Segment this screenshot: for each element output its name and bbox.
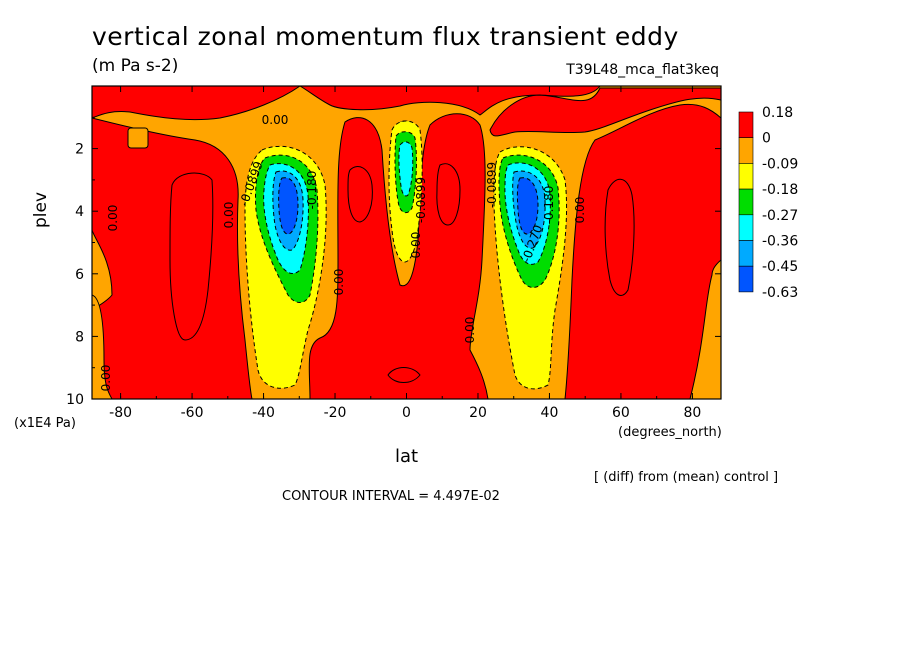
legend-swatch xyxy=(738,111,754,139)
run-label: T39L48_mca_flat3keq xyxy=(566,62,719,78)
field-red-central xyxy=(308,113,489,399)
legend-swatch xyxy=(738,214,754,241)
legend-swatch xyxy=(738,188,754,216)
legend-label: -0.36 xyxy=(762,234,798,250)
x-tick-label: -80 xyxy=(109,405,132,421)
field-core-south xyxy=(278,177,299,235)
chart-units: (m Pa s-2) xyxy=(92,56,179,76)
x-tick-label: -40 xyxy=(252,405,275,421)
color-legend: 0.18 0 -0.09 -0.18 -0.27 -0.36 -0.45 -0.63 xyxy=(738,105,798,301)
x-tick-label: 0 xyxy=(402,405,411,421)
contour-label: 0.00 xyxy=(106,205,120,232)
contour-line-center xyxy=(387,367,421,383)
contour-label: 0.00 xyxy=(409,232,423,259)
field-red-spot xyxy=(127,127,149,149)
x-tick-label: -60 xyxy=(181,405,204,421)
legend-label: 0.18 xyxy=(762,105,793,121)
field-red-northeast xyxy=(564,103,721,399)
contour-label: -0.180 xyxy=(542,186,556,225)
contour-label: -0.0899 xyxy=(485,162,499,208)
y-tick-label: 4 xyxy=(75,204,84,220)
contour-label: 0.00 xyxy=(463,317,477,344)
y-axis-unit: (x1E4 Pa) xyxy=(14,416,76,431)
legend-label: -0.18 xyxy=(762,182,798,198)
x-axis: -80 -60 -40 -20 0 20 40 60 80 xyxy=(109,86,701,421)
legend-swatch xyxy=(738,240,754,267)
y-axis: 2 4 6 8 10 xyxy=(66,116,721,408)
y-tick-label: 10 xyxy=(66,392,84,408)
field-red-east-top xyxy=(299,86,601,116)
legend-swatch xyxy=(738,137,754,164)
x-tick-label: 80 xyxy=(683,405,701,421)
contour-label: 0.00 xyxy=(222,202,236,229)
contour-line-west-mid xyxy=(347,166,373,223)
contour-label: 0.00 xyxy=(332,269,346,296)
contour-line-east xyxy=(604,178,635,296)
legend-label: -0.63 xyxy=(762,285,798,301)
legend-label: -0.45 xyxy=(762,259,798,275)
contour-label: -0.180 xyxy=(305,171,319,210)
contour-label: -0.0899 xyxy=(414,177,428,223)
contour-label: 0.00 xyxy=(262,113,289,127)
legend-label: 0 xyxy=(762,131,771,147)
x-tick-label: 60 xyxy=(612,405,630,421)
contour-fields xyxy=(92,86,721,399)
y-tick-label: 8 xyxy=(75,329,84,345)
chart-title: vertical zonal momentum flux transient e… xyxy=(92,22,679,51)
y-tick-label: 6 xyxy=(75,267,84,283)
x-axis-unit: (degrees_north) xyxy=(618,425,722,440)
contour-label: 0.00 xyxy=(99,365,113,392)
x-tick-label: 40 xyxy=(541,405,559,421)
contour-line-east-mid xyxy=(436,163,461,226)
legend-label: -0.27 xyxy=(762,208,798,224)
x-axis-label: lat xyxy=(395,446,419,467)
field-cyan-equator xyxy=(398,141,414,197)
legend-label: -0.09 xyxy=(762,156,798,172)
contour-line-west xyxy=(169,172,214,341)
x-tick-label: 20 xyxy=(469,405,487,421)
contour-interval: CONTOUR INTERVAL = 4.497E-02 xyxy=(282,489,500,504)
field-red-west-top xyxy=(92,86,301,121)
field-red-southwest-ocean xyxy=(92,294,113,399)
contour-label: 0.00 xyxy=(573,197,587,224)
legend-swatch xyxy=(738,163,754,190)
x-tick-label: -20 xyxy=(324,405,347,421)
field-core-north xyxy=(516,177,539,235)
y-tick-label: 2 xyxy=(75,142,84,158)
field-red-southwest xyxy=(92,117,253,399)
legend-swatch xyxy=(738,265,754,293)
diff-note: [ (diff) from (mean) control ] xyxy=(594,470,779,485)
